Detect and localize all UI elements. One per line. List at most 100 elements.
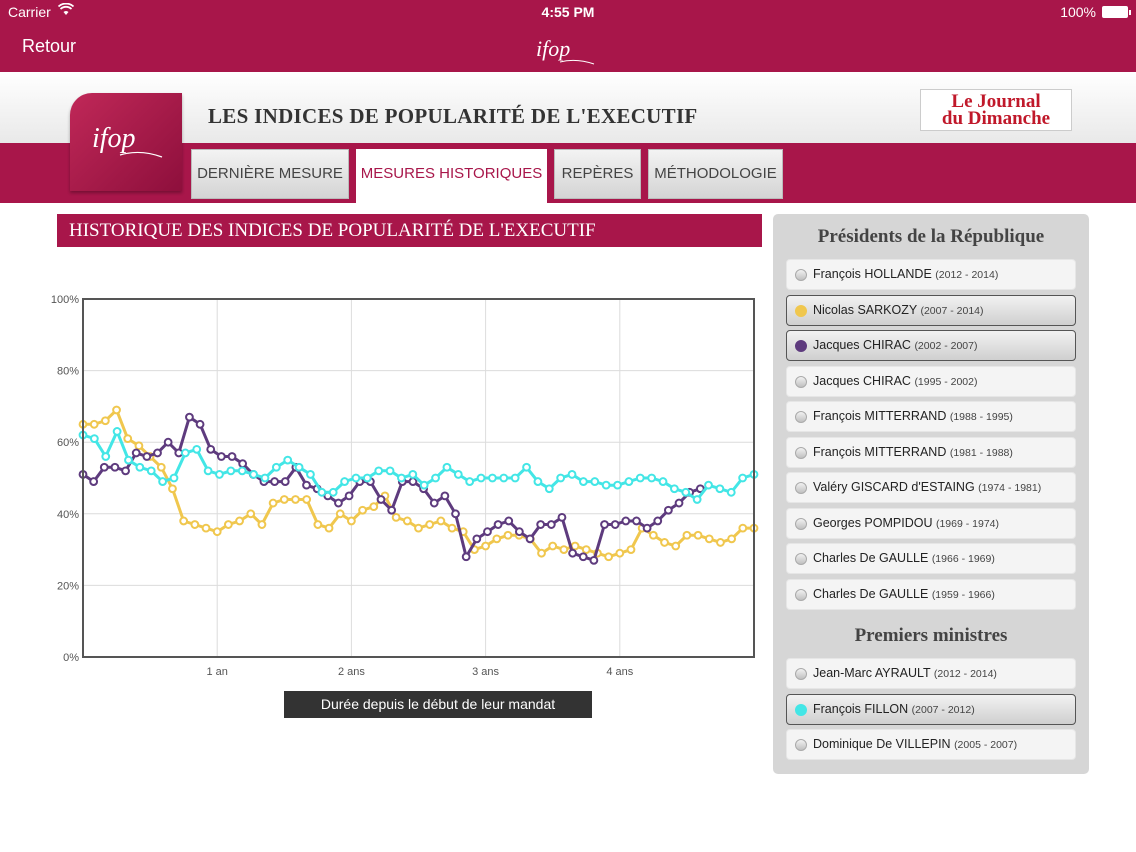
- data-point: [559, 545, 569, 555]
- data-point: [101, 452, 111, 461]
- item-name: Jacques CHIRAC: [813, 338, 911, 352]
- data-point: [660, 538, 669, 547]
- item-name: Charles De GAULLE: [813, 551, 929, 565]
- item-years: (1995 - 2002): [914, 375, 978, 388]
- data-point: [89, 477, 99, 486]
- x-tick-label: 3 ans: [472, 666, 499, 678]
- data-point: [227, 452, 237, 461]
- data-point: [727, 534, 737, 544]
- item-name: François FILLON: [813, 701, 909, 716]
- clock: 4:55 PM: [541, 4, 595, 20]
- data-point: [503, 530, 513, 540]
- data-point: [715, 484, 725, 494]
- data-point: [215, 470, 224, 479]
- data-point: [302, 480, 311, 490]
- data-point: [402, 516, 412, 526]
- presidents-item[interactable]: François HOLLANDE (2012 - 2014): [786, 259, 1076, 290]
- data-point: [246, 509, 256, 519]
- item-years: (1959 - 1966): [931, 588, 995, 601]
- ifop-logo: ifop: [70, 93, 182, 191]
- radio-dot-icon: [795, 517, 807, 530]
- data-point: [158, 477, 168, 486]
- presidents-item[interactable]: Georges POMPIDOU (1969 - 1974): [786, 507, 1076, 539]
- data-point: [693, 530, 703, 540]
- data-point: [674, 498, 684, 508]
- data-point: [302, 495, 312, 504]
- tab-reperes[interactable]: REPÈRES: [554, 149, 641, 199]
- data-point: [682, 530, 692, 540]
- data-point: [499, 473, 509, 483]
- data-point: [192, 444, 202, 454]
- data-point: [510, 473, 520, 483]
- tab-mesures-historiques[interactable]: MESURES HISTORIQUES: [356, 149, 547, 203]
- item-years: (1974 - 1981): [978, 482, 1042, 494]
- data-point: [280, 477, 290, 486]
- y-tick-label: 0%: [63, 652, 79, 664]
- battery-percent: 100%: [1060, 4, 1096, 20]
- data-point: [568, 548, 577, 558]
- item-years: (2012 - 2014): [933, 668, 997, 680]
- presidents-item[interactable]: Valéry GISCARD d'ESTAING (1974 - 1981): [786, 472, 1076, 503]
- tab-derniere-mesure[interactable]: DERNIÈRE MESURE: [191, 149, 349, 199]
- ministers-item[interactable]: François FILLON (2007 - 2012): [786, 693, 1076, 725]
- ministers-item[interactable]: Jean-Marc AYRAULT (2012 - 2014): [786, 658, 1076, 689]
- item-years: (1988 - 1995): [949, 411, 1013, 423]
- presidents-item[interactable]: Charles De GAULLE (1966 - 1969): [786, 543, 1076, 574]
- y-tick-label: 60%: [57, 437, 79, 449]
- data-point: [121, 466, 130, 476]
- data-point: [328, 487, 338, 497]
- item-years: (1981 - 1988): [949, 446, 1013, 459]
- data-point: [216, 452, 226, 461]
- y-tick-label: 80%: [57, 366, 79, 378]
- data-point: [610, 520, 620, 529]
- item-years: (2007 - 2014): [920, 304, 984, 317]
- radio-dot-icon: [795, 588, 807, 601]
- data-point: [306, 470, 315, 479]
- data-point: [112, 427, 122, 436]
- navigation-bar: Carrier 4:55 PM 100% Retour ifop: [0, 0, 1136, 72]
- chart-title: HISTORIQUE DES INDICES DE POPULARITÉ DE …: [57, 214, 762, 247]
- presidents-item[interactable]: Jacques CHIRAC (2002 - 2007): [786, 330, 1076, 361]
- svg-text:ifop: ifop: [536, 36, 570, 61]
- item-name: Georges POMPIDOU: [813, 515, 933, 530]
- data-point: [481, 541, 491, 551]
- data-point: [726, 487, 736, 497]
- tab-methodologie[interactable]: MÉTHODOLOGIE: [648, 149, 783, 199]
- data-point: [294, 462, 304, 472]
- item-years: (2007 - 2012): [911, 703, 975, 716]
- selection-panel: Présidents de la République François HOL…: [773, 214, 1089, 774]
- data-point: [419, 480, 429, 490]
- presidents-item[interactable]: Jacques CHIRAC (1995 - 2002): [786, 365, 1076, 397]
- data-point: [536, 520, 546, 529]
- data-point: [429, 498, 439, 508]
- radio-dot-icon: [795, 553, 807, 565]
- data-point: [201, 523, 211, 533]
- data-point: [431, 473, 440, 483]
- data-point: [385, 466, 395, 476]
- journal-du-dimanche-logo: Le Journal du Dimanche: [920, 89, 1072, 131]
- data-point: [548, 541, 558, 551]
- data-point: [647, 473, 657, 483]
- data-point: [447, 523, 457, 533]
- ministers-item[interactable]: Dominique De VILLEPIN (2005 - 2007): [786, 729, 1076, 760]
- item-name: Dominique De VILLEPIN: [813, 737, 951, 751]
- popularity-chart: 0% 20% 40% 60% 80% 100% 1 an 2 ans 3 ans 4 ans: [40, 286, 770, 686]
- y-tick-label: 20%: [57, 580, 79, 592]
- plot-frame: [82, 298, 755, 658]
- data-point: [615, 548, 625, 558]
- item-name: Valéry GISCARD d'ESTAING: [813, 480, 975, 494]
- data-point: [632, 516, 641, 526]
- presidents-item[interactable]: Charles De GAULLE (1959 - 1966): [786, 578, 1076, 610]
- header-band: LES INDICES DE POPULARITÉ DE L'EXECUTIF …: [0, 72, 1136, 143]
- data-point: [648, 530, 658, 540]
- status-bar: Carrier 4:55 PM 100%: [0, 0, 1136, 24]
- back-button[interactable]: Retour: [22, 36, 77, 56]
- presidents-item[interactable]: Nicolas SARKOZY (2007 - 2014): [786, 294, 1076, 326]
- presidents-item[interactable]: François MITTERRAND (1981 - 1988): [786, 436, 1076, 468]
- data-point: [635, 473, 645, 483]
- data-point: [483, 527, 492, 537]
- presidents-item[interactable]: François MITTERRAND (1988 - 1995): [786, 401, 1076, 432]
- data-point: [669, 484, 679, 494]
- data-point: [525, 534, 535, 544]
- data-point: [408, 477, 418, 486]
